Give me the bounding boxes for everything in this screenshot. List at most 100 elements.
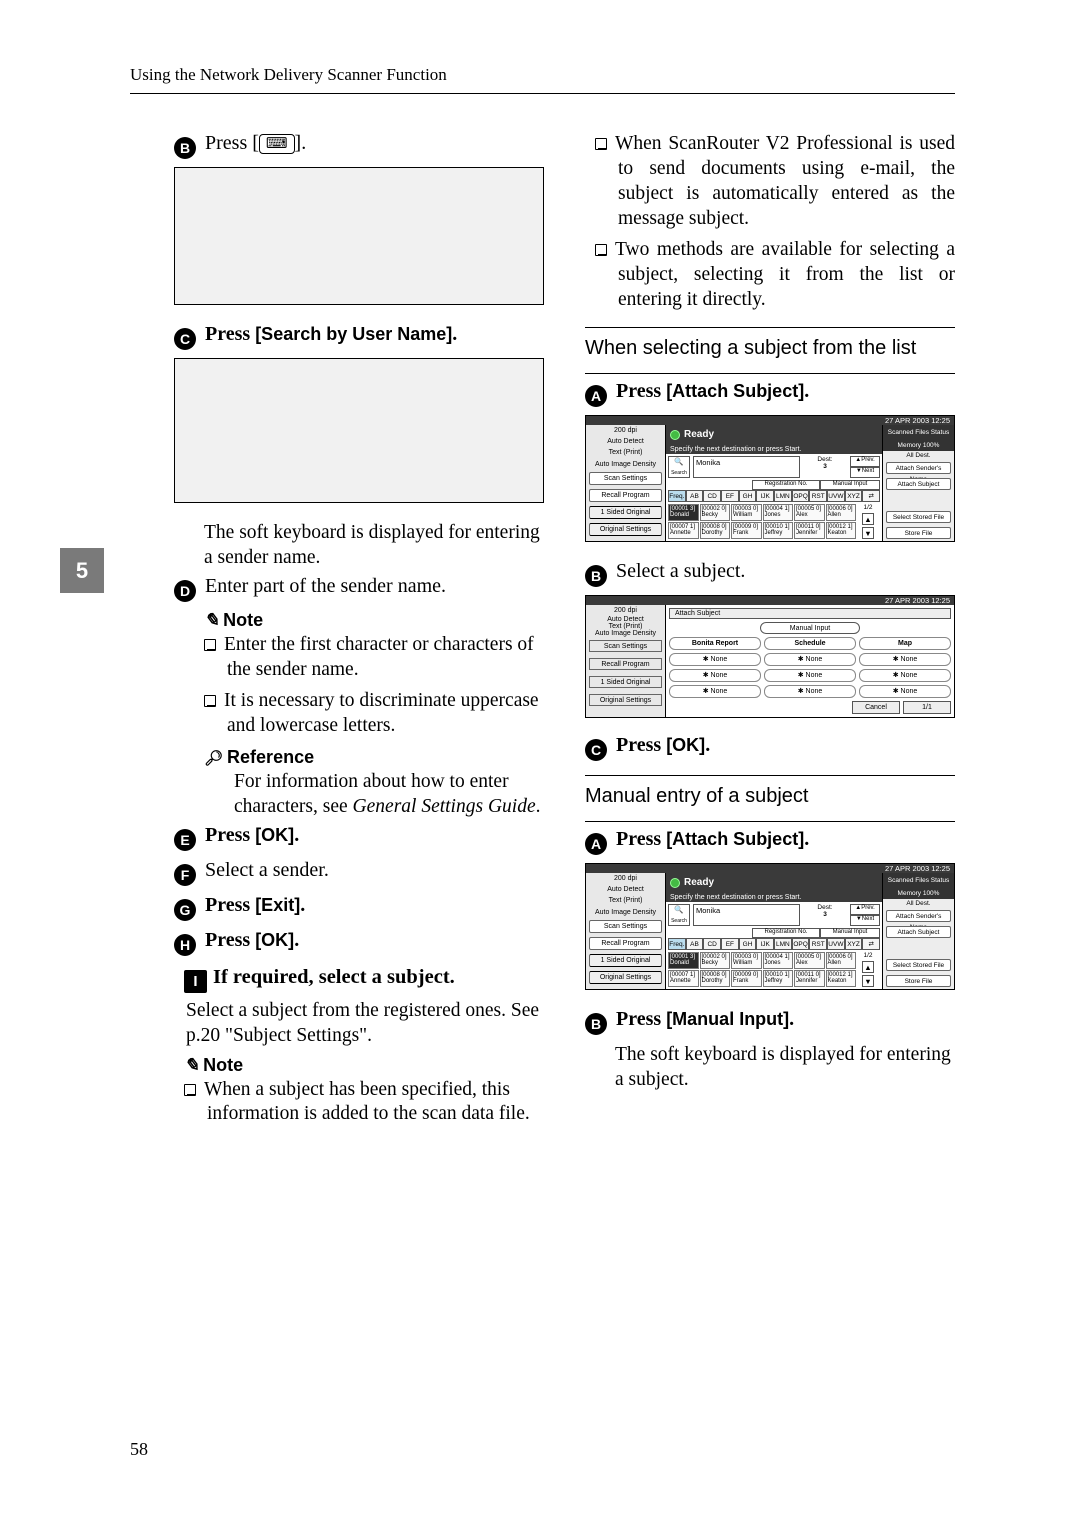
ui-tab[interactable]: RST xyxy=(809,490,827,502)
ui-tab[interactable]: Freq. xyxy=(668,938,686,950)
ui-tab[interactable]: CD xyxy=(703,938,721,950)
ui-tab-switch[interactable]: ⇄ xyxy=(862,938,880,950)
ui-page-indicator: 1/2 xyxy=(863,952,872,959)
ui-dest-cell[interactable]: [00004 1]Jones xyxy=(763,504,794,521)
ui-tab[interactable]: CD xyxy=(703,490,721,502)
ui-scan-settings-button[interactable]: Scan Settings xyxy=(589,640,662,652)
sec2-step-b-lead: Press xyxy=(616,1008,666,1030)
ui-subject-cell[interactable]: ✱ None xyxy=(764,685,856,698)
ui-next-button[interactable]: ▼Next xyxy=(850,915,880,926)
ui-tab[interactable]: IJK xyxy=(756,938,774,950)
ui-subject-cell[interactable]: ✱ None xyxy=(764,669,856,682)
ui-tab[interactable]: GH xyxy=(739,490,757,502)
ui-down-arrow[interactable]: ▼ xyxy=(862,527,874,539)
ui-sided-original-button[interactable]: 1 Sided Original xyxy=(589,954,662,967)
ui-dest-cell[interactable]: [00010 1]Jeffrey xyxy=(763,522,794,539)
ui-select-stored-file-button[interactable]: Select Stored File xyxy=(886,959,951,971)
ui-dest-cell[interactable]: [00011 0]Jennifer xyxy=(794,970,825,987)
ui-dest-cell[interactable]: [00009 0]Frank xyxy=(731,522,762,539)
ui-subject-cell[interactable]: Map xyxy=(859,637,951,650)
ui-manual-input-tab[interactable]: Manual Input xyxy=(820,480,880,490)
ui-store-file-button[interactable]: Store File xyxy=(886,975,951,987)
ui-attach-subject-button[interactable]: Attach Subject xyxy=(886,926,951,938)
search-icon[interactable]: 🔍Search xyxy=(668,904,690,926)
section-rule xyxy=(585,821,955,822)
ui-tab[interactable]: UVW xyxy=(827,938,845,950)
ui-tab[interactable]: AB xyxy=(686,490,704,502)
ui-dest-cell[interactable]: [00012 1]Keaton xyxy=(826,970,857,987)
ui-down-arrow[interactable]: ▼ xyxy=(862,975,874,987)
ui-dest-cell[interactable]: [00010 1]Jeffrey xyxy=(763,970,794,987)
ui-dest-cell[interactable]: [00009 0]Frank xyxy=(731,970,762,987)
ui-dest-cell[interactable]: [00012 1]Keaton xyxy=(826,522,857,539)
ui-manual-input-button[interactable]: Manual Input xyxy=(760,622,860,634)
ui-regno-tab[interactable]: Registration No. xyxy=(752,928,820,938)
ui-tab[interactable]: OPQ xyxy=(792,490,810,502)
ui-tab[interactable]: XYZ xyxy=(845,490,863,502)
ui-dest-cell[interactable]: [00005 0]Alex xyxy=(794,952,825,969)
ui-subject-cell[interactable]: ✱ None xyxy=(669,685,761,698)
ui-dest-cell[interactable]: [00011 0]Jennifer xyxy=(794,522,825,539)
ui-prev-button[interactable]: ▲Prev. xyxy=(850,904,880,915)
ui-original-settings-button[interactable]: Original Settings xyxy=(589,694,662,706)
ui-attach-sender-button[interactable]: Attach Sender's Name xyxy=(886,462,951,474)
ui-dest-cell[interactable]: [00008 0]Dorothy xyxy=(700,970,731,987)
ui-dest-cell[interactable]: [00006 0]Allen xyxy=(826,952,857,969)
ui-recall-program-button[interactable]: Recall Program xyxy=(589,489,662,502)
ui-dest-cell[interactable]: [00001 3]Donald xyxy=(668,952,699,969)
ui-dest-cell[interactable]: [00003 0]William xyxy=(731,504,762,521)
ui-subject-grid: Bonita ReportScheduleMap✱ None✱ None✱ No… xyxy=(669,637,951,698)
ui-attach-sender-button[interactable]: Attach Sender's Name xyxy=(886,910,951,922)
ui-tab[interactable]: RST xyxy=(809,938,827,950)
ui-dest-cell[interactable]: [00008 0]Dorothy xyxy=(700,522,731,539)
ui-tab[interactable]: IJK xyxy=(756,490,774,502)
ui-dest-cell[interactable]: [00006 0]Allen xyxy=(826,504,857,521)
ui-dest-cell[interactable]: [00005 0]Alex xyxy=(794,504,825,521)
ui-recall-program-button[interactable]: Recall Program xyxy=(589,937,662,950)
ui-sided-original-button[interactable]: 1 Sided Original xyxy=(589,676,662,688)
ui-cancel-button[interactable]: Cancel xyxy=(852,701,900,714)
ui-tab[interactable]: LMN xyxy=(774,490,792,502)
ui-subject-cell[interactable]: ✱ None xyxy=(764,653,856,666)
ui-prev-button[interactable]: ▲Prev. xyxy=(850,456,880,467)
ui-subject-cell[interactable]: ✱ None xyxy=(859,685,951,698)
ui-subject-cell[interactable]: ✱ None xyxy=(859,653,951,666)
ui-tab[interactable]: XYZ xyxy=(845,938,863,950)
ui-recall-program-button[interactable]: Recall Program xyxy=(589,658,662,670)
ui-tab-switch[interactable]: ⇄ xyxy=(862,490,880,502)
ui-manual-input-tab[interactable]: Manual Input xyxy=(820,928,880,938)
search-icon[interactable]: 🔍Search xyxy=(668,456,690,478)
ui-subject-cell[interactable]: ✱ None xyxy=(669,669,761,682)
ui-tab[interactable]: LMN xyxy=(774,938,792,950)
ui-subject-cell[interactable]: ✱ None xyxy=(859,669,951,682)
ui-attach-subject-button[interactable]: Attach Subject xyxy=(886,478,951,490)
ui-original-settings-button[interactable]: Original Settings xyxy=(589,971,662,984)
ui-dest-cell[interactable]: [00004 1]Jones xyxy=(763,952,794,969)
ui-tab[interactable]: EF xyxy=(721,490,739,502)
ui-dest-cell[interactable]: [00002 0]Becky xyxy=(700,952,731,969)
ui-scan-settings-button[interactable]: Scan Settings xyxy=(589,920,662,933)
ui-dest-cell[interactable]: [00007 1]Annette xyxy=(668,522,699,539)
ui-tab[interactable]: Freq. xyxy=(668,490,686,502)
ui-up-arrow[interactable]: ▲ xyxy=(862,961,874,973)
ui-subject-cell[interactable]: Bonita Report xyxy=(669,637,761,650)
ui-subject-cell[interactable]: Schedule xyxy=(764,637,856,650)
ui-tab[interactable]: OPQ xyxy=(792,938,810,950)
ui-dest-cell[interactable]: [00007 1]Annette xyxy=(668,970,699,987)
ui-regno-tab[interactable]: Registration No. xyxy=(752,480,820,490)
ui-tab[interactable]: AB xyxy=(686,938,704,950)
ui-select-stored-file-button[interactable]: Select Stored File xyxy=(886,511,951,523)
ui-scan-settings-button[interactable]: Scan Settings xyxy=(589,472,662,485)
ui-tab[interactable]: UVW xyxy=(827,490,845,502)
ui-dest-cell[interactable]: [00003 0]William xyxy=(731,952,762,969)
ui-store-file-button[interactable]: Store File xyxy=(886,527,951,539)
ui-sided-original-button[interactable]: 1 Sided Original xyxy=(589,506,662,519)
ui-next-button[interactable]: ▼Next xyxy=(850,467,880,478)
ui-tab[interactable]: EF xyxy=(721,938,739,950)
ui-subject-cell[interactable]: ✱ None xyxy=(669,653,761,666)
ui-tab[interactable]: GH xyxy=(739,938,757,950)
ui-dest-cell[interactable]: [00001 3]Donald xyxy=(668,504,699,521)
ui-up-arrow[interactable]: ▲ xyxy=(862,513,874,525)
ui-original-settings-button[interactable]: Original Settings xyxy=(589,523,662,536)
ui-dest-cell[interactable]: [00002 0]Becky xyxy=(700,504,731,521)
